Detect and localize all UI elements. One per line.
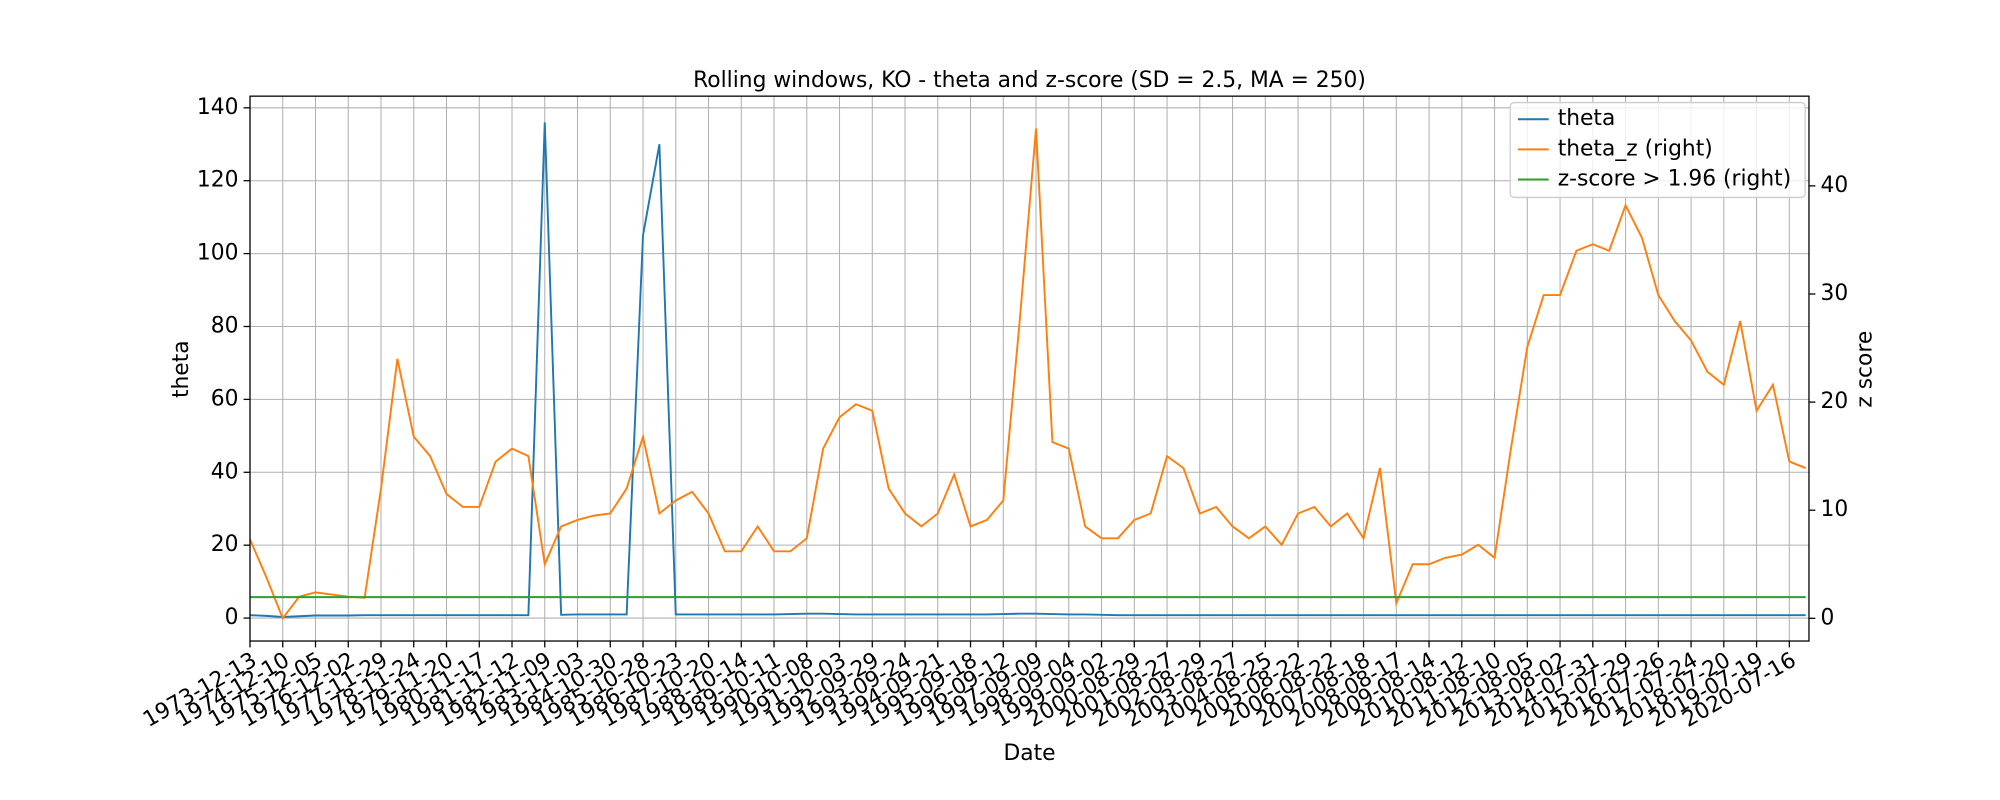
legend-box — [1509, 101, 1806, 199]
y-tick-label: 80 — [211, 313, 239, 338]
y-tick-label: 60 — [211, 386, 239, 411]
legend-label: theta_z (right) — [1558, 136, 1713, 161]
series-line — [249, 128, 1807, 621]
y2-tick-label: 30 — [1821, 281, 1849, 306]
y-tick-label: 140 — [197, 95, 239, 120]
y2-tick-label: 10 — [1821, 497, 1849, 522]
chart-title: Rolling windows, KO - theta and z-score … — [693, 68, 1366, 93]
y-tick-label: 120 — [197, 168, 239, 193]
legend-label: z-score > 1.96 (right) — [1558, 166, 1792, 191]
y-tick-label: 0 — [225, 605, 239, 630]
y2-tick-label: 0 — [1821, 605, 1835, 630]
legend-label: theta — [1558, 106, 1616, 131]
y-tick-label: 100 — [197, 241, 239, 266]
y2-tick-label: 20 — [1821, 389, 1849, 414]
legend: theta theta_z (right) z-score > 1.96 (righ… — [1509, 101, 1806, 199]
x-axis-label: Date — [1003, 741, 1055, 766]
plot-frame — [249, 95, 1810, 642]
y2-tick-label: 40 — [1821, 173, 1849, 198]
y-tick-label: 40 — [211, 459, 239, 484]
y2-axis-label: z score — [1852, 331, 1877, 408]
series-line — [249, 122, 1806, 618]
y-axis-label: theta — [169, 340, 194, 398]
y-tick-label: 20 — [211, 532, 239, 557]
